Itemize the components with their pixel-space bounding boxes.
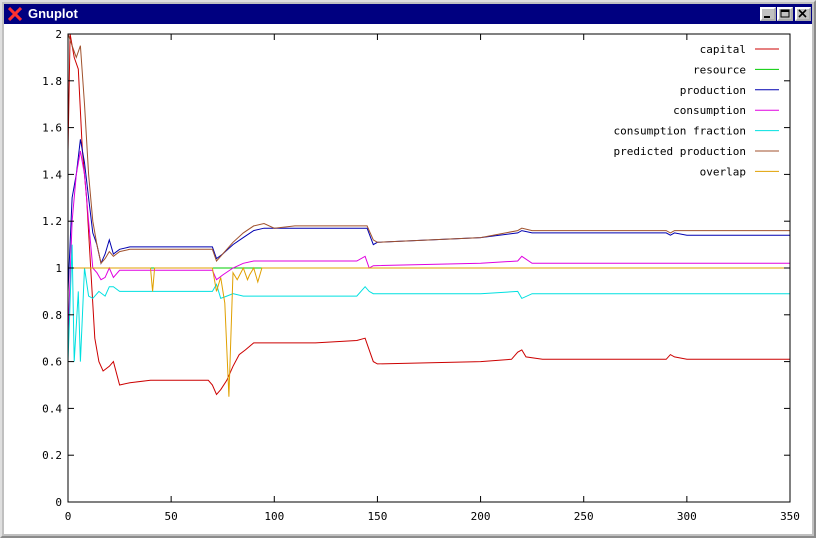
x-tick-label: 300 bbox=[677, 510, 697, 523]
ticks-layer: 0 50 100 150 200 250 300 350 0 0.2 0.4 0.6 0.8 1 1.2 1.… bbox=[42, 28, 800, 523]
minimize-icon bbox=[764, 16, 770, 18]
y-tick-label: 2 bbox=[55, 28, 62, 41]
series-line-overlap bbox=[68, 266, 790, 397]
x-tick-label: 100 bbox=[264, 510, 284, 523]
chart: 0 50 100 150 200 250 300 350 0 0.2 0.4 0.6 0.8 1 1.2 1.… bbox=[42, 28, 800, 523]
legend-label: resource bbox=[693, 63, 746, 76]
x-tick-label: 250 bbox=[574, 510, 594, 523]
series-line-predicted-production bbox=[67, 33, 790, 265]
y-tick-label: 1.8 bbox=[42, 75, 62, 88]
series-line-consumption bbox=[67, 150, 790, 339]
y-tick-label: 0.2 bbox=[42, 449, 62, 462]
y-tick-label: 0.8 bbox=[42, 309, 62, 322]
y-tick-label: 1 bbox=[55, 262, 62, 275]
y-tick-label: 0.4 bbox=[42, 402, 62, 415]
x-logo-icon bbox=[8, 7, 22, 21]
maximize-icon bbox=[780, 9, 790, 18]
y-tick-label: 0.6 bbox=[42, 356, 62, 369]
legend-label: production bbox=[680, 84, 746, 97]
y-tick-label: 1.4 bbox=[42, 168, 62, 181]
series-line-consumption-fraction bbox=[67, 244, 790, 362]
series-line-production bbox=[67, 139, 790, 292]
x-tick-label: 0 bbox=[65, 510, 72, 523]
plot-area: 0 50 100 150 200 250 300 350 0 0.2 0.4 0.6 0.8 1 1.2 1.… bbox=[4, 24, 812, 534]
y-tick-label: 1.2 bbox=[42, 215, 62, 228]
series-line-capital bbox=[67, 33, 790, 396]
y-tick-label: 0 bbox=[55, 496, 62, 509]
legend-label: overlap bbox=[700, 165, 746, 178]
window-title: Gnuplot bbox=[28, 6, 78, 21]
x-tick-label: 150 bbox=[367, 510, 387, 523]
close-icon bbox=[798, 9, 807, 18]
close-button[interactable] bbox=[795, 7, 811, 21]
x-tick-label: 200 bbox=[471, 510, 491, 523]
y-tick-label: 1.6 bbox=[42, 122, 62, 135]
x-tick-label: 350 bbox=[780, 510, 800, 523]
legend-label: predicted production bbox=[614, 145, 746, 158]
legend-label: consumption bbox=[673, 104, 746, 117]
title-bar[interactable]: Gnuplot bbox=[4, 4, 812, 24]
minimize-button[interactable] bbox=[760, 7, 776, 21]
series-layer bbox=[67, 33, 790, 397]
legend-label: capital bbox=[700, 43, 746, 56]
x-tick-label: 50 bbox=[165, 510, 178, 523]
legend: capital resource production consumption cons… bbox=[614, 43, 779, 178]
maximize-button[interactable] bbox=[777, 7, 793, 21]
legend-label: consumption fraction bbox=[614, 125, 746, 138]
